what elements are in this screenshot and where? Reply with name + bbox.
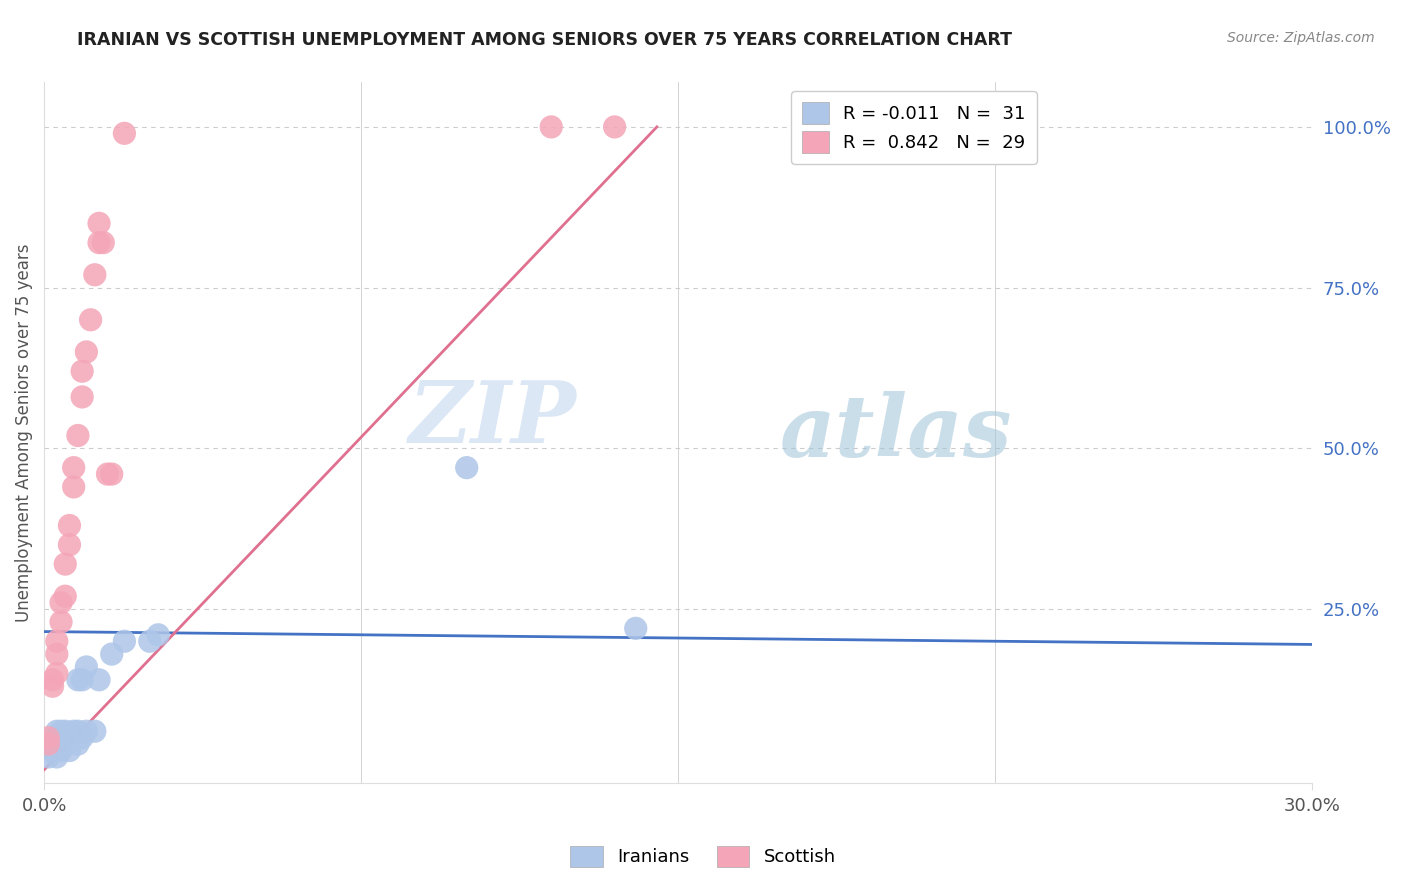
Point	[70, 673, 93, 687]
Point	[70, 364, 93, 378]
Text: atlas: atlas	[779, 391, 1012, 474]
Point	[75, 345, 97, 359]
Point	[58, 743, 80, 757]
Point	[45, 647, 67, 661]
Point	[87, 673, 110, 687]
Point	[148, 628, 170, 642]
Legend: Iranians, Scottish: Iranians, Scottish	[564, 838, 842, 874]
Point	[66, 428, 89, 442]
Point	[58, 538, 80, 552]
Point	[75, 724, 97, 739]
Legend: R = -0.011   N =  31, R =  0.842   N =  29: R = -0.011 N = 31, R = 0.842 N = 29	[792, 91, 1036, 164]
Point	[41, 737, 63, 751]
Point	[62, 724, 84, 739]
Point	[66, 737, 89, 751]
Point	[45, 724, 67, 739]
Y-axis label: Unemployment Among Seniors over 75 years: Unemployment Among Seniors over 75 years	[15, 243, 32, 622]
Point	[53, 724, 76, 739]
Point	[49, 596, 72, 610]
Point	[62, 460, 84, 475]
Point	[83, 268, 105, 282]
Point	[53, 731, 76, 745]
Point	[624, 621, 647, 635]
Point	[100, 467, 122, 481]
Point	[41, 743, 63, 757]
Point	[49, 743, 72, 757]
Point	[53, 589, 76, 603]
Point	[41, 679, 63, 693]
Text: ZIP: ZIP	[409, 376, 576, 460]
Text: Source: ZipAtlas.com: Source: ZipAtlas.com	[1227, 31, 1375, 45]
Point	[53, 557, 76, 571]
Point	[45, 750, 67, 764]
Point	[66, 673, 89, 687]
Point	[456, 460, 478, 475]
Point	[540, 120, 562, 134]
Point	[49, 615, 72, 629]
Point	[58, 518, 80, 533]
Point	[79, 312, 101, 326]
Point	[96, 467, 118, 481]
Point	[49, 737, 72, 751]
Point	[45, 731, 67, 745]
Point	[603, 120, 626, 134]
Point	[112, 634, 135, 648]
Point	[37, 750, 59, 764]
Point	[70, 731, 93, 745]
Point	[37, 731, 59, 745]
Point	[58, 731, 80, 745]
Text: IRANIAN VS SCOTTISH UNEMPLOYMENT AMONG SENIORS OVER 75 YEARS CORRELATION CHART: IRANIAN VS SCOTTISH UNEMPLOYMENT AMONG S…	[77, 31, 1012, 49]
Point	[100, 647, 122, 661]
Point	[53, 737, 76, 751]
Point	[87, 235, 110, 250]
Point	[75, 660, 97, 674]
Point	[45, 666, 67, 681]
Point	[45, 634, 67, 648]
Point	[41, 673, 63, 687]
Point	[62, 480, 84, 494]
Point	[91, 235, 114, 250]
Point	[112, 126, 135, 140]
Point	[70, 390, 93, 404]
Point	[37, 737, 59, 751]
Point	[66, 724, 89, 739]
Point	[139, 634, 162, 648]
Point	[87, 216, 110, 230]
Point	[49, 731, 72, 745]
Point	[83, 724, 105, 739]
Point	[49, 724, 72, 739]
